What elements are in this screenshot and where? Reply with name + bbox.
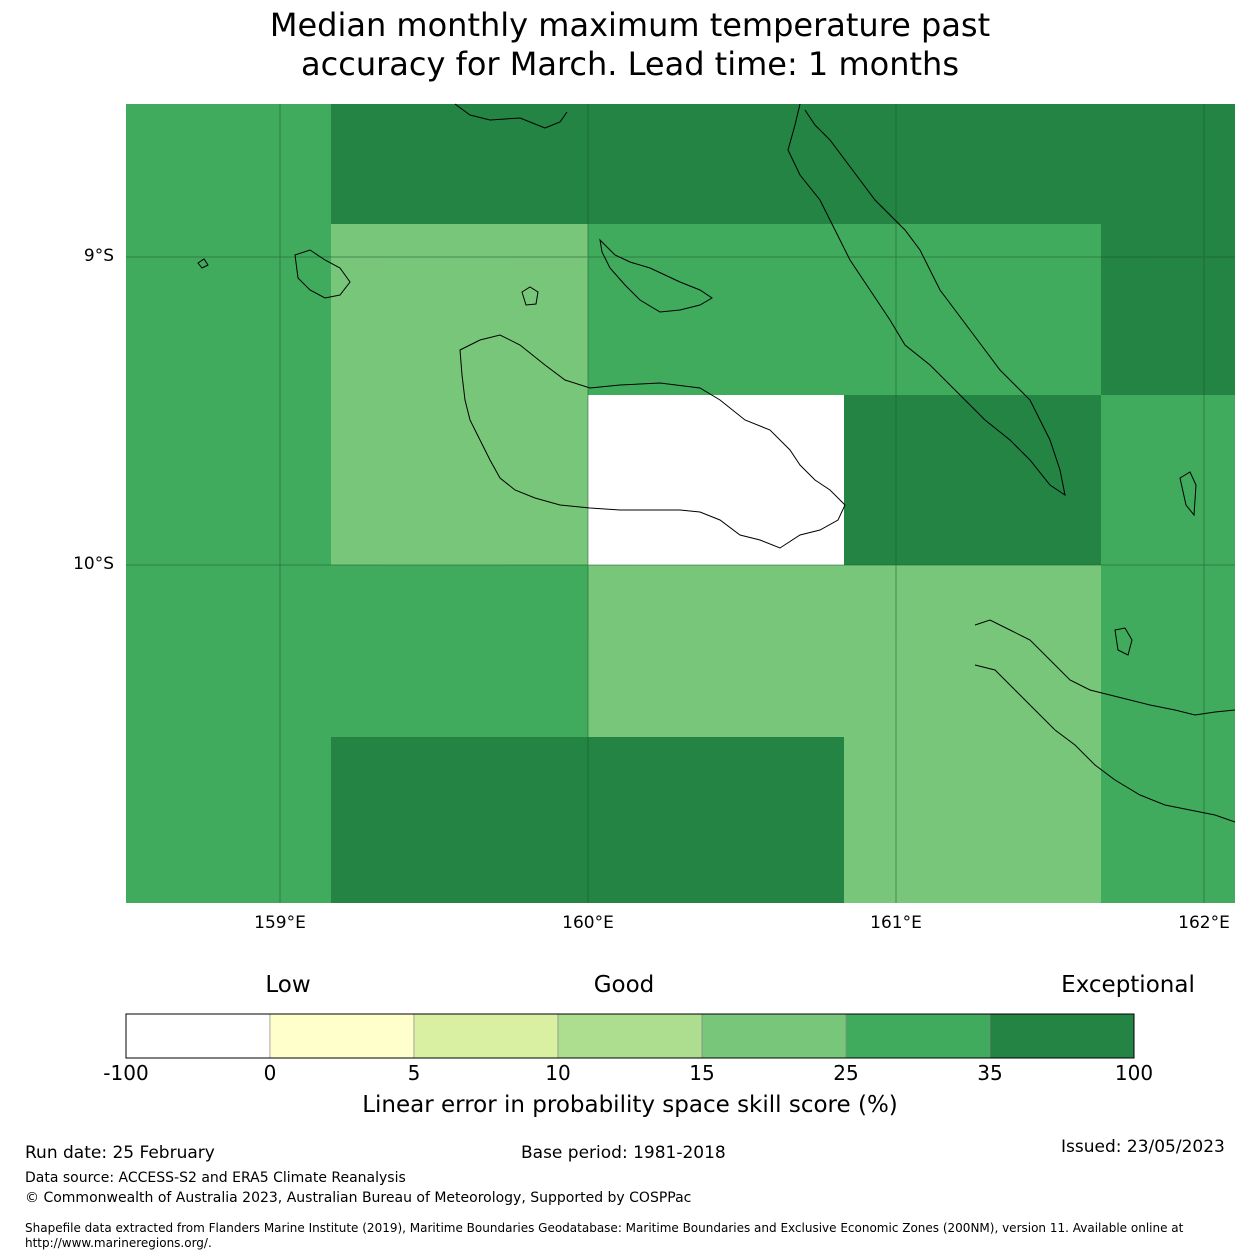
colorbar-frame [125, 1013, 1135, 1059]
grid-cell-r0-c0 [126, 104, 331, 224]
grid-cell-r4-c1 [331, 737, 588, 903]
lon-label-161e: 161°E [870, 913, 922, 933]
grid-cell-r1-c1 [331, 224, 588, 395]
grid-cell-r4-c3 [844, 737, 1101, 903]
coast-russell [294, 249, 351, 299]
title-line-1: Median monthly maximum temperature past [269, 6, 991, 44]
lat-label-10s: 10°S [73, 554, 114, 574]
colorbar-tick-5: 25 [833, 1061, 859, 1085]
coast-small-island-3 [1114, 627, 1133, 656]
colorbar-tick-2: 5 [407, 1061, 421, 1085]
graticule [126, 104, 1235, 903]
colorbar-swatch-4 [701, 1013, 847, 1059]
grid-cells [126, 104, 1235, 903]
grid-cell-r2-c4 [1101, 395, 1235, 565]
grid-cell-r3-c2 [588, 565, 844, 737]
grid-cell-r4-c0 [126, 737, 331, 903]
colorbar-tick-4: 15 [689, 1061, 715, 1085]
coastlines [197, 103, 1236, 823]
colorbar-swatch-3 [557, 1013, 703, 1059]
grid-cell-r3-c3 [844, 565, 1101, 737]
coast-small-island-1 [521, 286, 539, 306]
colorbar-swatch-6 [989, 1013, 1135, 1059]
coast-nggela [599, 238, 713, 313]
colorbar-head-exceptional: Exceptional [1061, 972, 1195, 998]
grid-cell-r4-c4 [1101, 737, 1235, 903]
grid-cell-r0-c1 [331, 104, 588, 224]
lon-label-160e: 160°E [562, 913, 614, 933]
colorbar-swatch-0 [125, 1013, 271, 1059]
run-date: Run date: 25 February [25, 1143, 215, 1163]
base-period: Base period: 1981-2018 [521, 1143, 726, 1163]
colorbar-tick-7: 100 [1114, 1061, 1154, 1085]
coast-santa-isabel [787, 103, 1066, 497]
grid-cell-r4-c2 [588, 737, 844, 903]
colorbar-head-low: Low [265, 972, 311, 998]
grid-cell-r2-c3 [844, 395, 1101, 565]
colorbar-tick-6: 35 [977, 1061, 1003, 1085]
colorbar-swatches [125, 1013, 1135, 1059]
grid-cell-r3-c1 [331, 565, 588, 737]
title-line-2: accuracy for March. Lead time: 1 months [301, 45, 959, 83]
skill-map [126, 103, 1236, 903]
grid-cell-r1-c2 [588, 224, 844, 395]
coast-new-georgia-north [454, 103, 568, 129]
colorbar-swatch-1 [269, 1013, 415, 1059]
grid-cell-r2-c1 [331, 395, 588, 565]
grid-cell-r2-c0 [126, 395, 331, 565]
coast-small-island-2 [1179, 471, 1197, 517]
grid-cell-r3-c0 [126, 565, 331, 737]
grid-cell-r1-c3 [844, 224, 1101, 395]
data-source: Data source: ACCESS-S2 and ERA5 Climate … [25, 1170, 406, 1186]
lon-label-162e: 162°E [1178, 913, 1230, 933]
coast-makira [974, 619, 1236, 716]
colorbar-label: Linear error in probability space skill … [362, 1092, 898, 1118]
grid-cell-r0-c3 [844, 104, 1101, 224]
coast-small-island-4 [197, 258, 209, 269]
grid-cell-r0-c2 [588, 104, 844, 224]
coast-guadalcanal [459, 334, 846, 549]
colorbar-tick-0: -100 [103, 1061, 149, 1085]
coast-makira-south [974, 664, 1236, 823]
grid-cell-r0-c4 [1101, 104, 1235, 224]
colorbar-tick-1: 0 [263, 1061, 277, 1085]
colorbar [125, 1013, 1135, 1059]
colorbar-swatch-2 [413, 1013, 559, 1059]
colorbar-swatch-5 [845, 1013, 991, 1059]
lat-label-9s: 9°S [83, 246, 114, 266]
issued-date: Issued: 23/05/2023 [1061, 1137, 1225, 1157]
grid-cell-r2-c2 [588, 395, 844, 565]
copyright: © Commonwealth of Australia 2023, Austra… [25, 1190, 692, 1206]
colorbar-head-good: Good [593, 972, 655, 998]
shapefile-credit: Shapefile data extracted from Flanders M… [25, 1221, 1184, 1250]
grid-cell-r1-c4 [1101, 224, 1235, 395]
grid-cell-r1-c0 [126, 224, 331, 395]
colorbar-tick-3: 10 [545, 1061, 571, 1085]
map-title: Median monthly maximum temperature past … [0, 6, 1260, 84]
lon-label-159e: 159°E [254, 913, 306, 933]
